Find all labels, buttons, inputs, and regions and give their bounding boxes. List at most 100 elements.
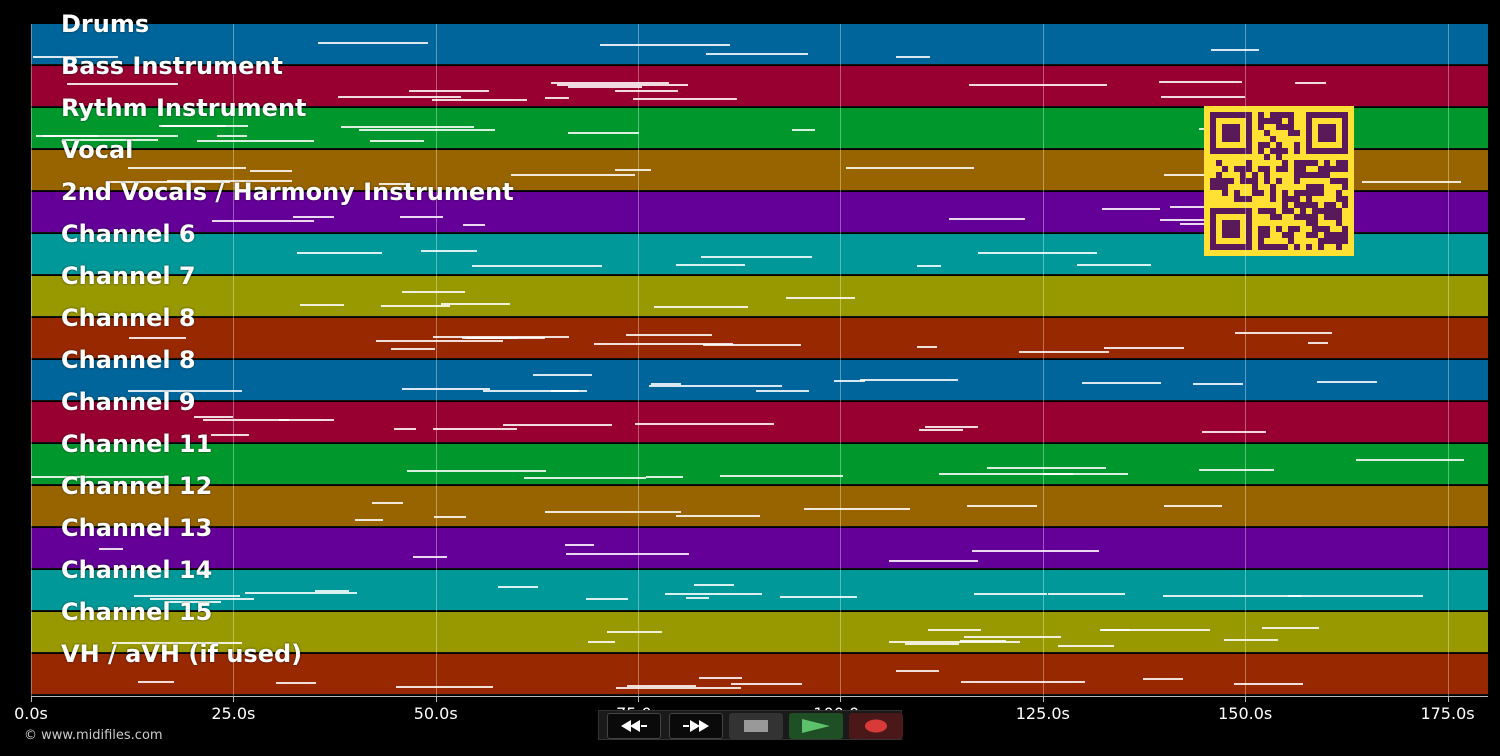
- midi-note: [106, 181, 230, 183]
- midi-note: [1199, 469, 1274, 471]
- track-lane[interactable]: [31, 66, 1488, 107]
- midi-note: [720, 475, 843, 477]
- midi-note: [279, 419, 334, 421]
- midi-note: [615, 90, 678, 92]
- midi-note: [150, 598, 254, 600]
- midi-note: [31, 476, 168, 478]
- midi-note: [1262, 627, 1319, 629]
- midi-note: [1102, 208, 1160, 210]
- midi-note: [665, 593, 762, 595]
- midi-note: [197, 140, 314, 142]
- midi-note: [318, 42, 428, 44]
- track-label: VH / aVH (if used): [61, 640, 303, 668]
- track-label: Rythm Instrument: [61, 94, 307, 122]
- midi-note: [129, 337, 186, 339]
- midi-note: [1234, 683, 1303, 685]
- track-label: Vocal: [61, 136, 134, 164]
- midi-note: [167, 180, 292, 182]
- tick-mark: [435, 696, 437, 702]
- midi-note: [616, 687, 741, 689]
- copyright-text: © www.midifiles.com: [24, 728, 163, 743]
- midi-note: [165, 601, 221, 603]
- midi-note: [1211, 49, 1259, 51]
- midi-note: [315, 590, 349, 592]
- track-lane[interactable]: [31, 24, 1488, 65]
- midi-note: [128, 167, 246, 169]
- midi-note: [533, 374, 592, 376]
- time-axis: [31, 696, 1488, 697]
- midi-note: [33, 56, 118, 58]
- grid-line: [1447, 24, 1449, 696]
- piano-roll-timeline[interactable]: [31, 24, 1488, 696]
- track-lane[interactable]: [31, 612, 1488, 653]
- midi-note: [967, 505, 1037, 507]
- midi-note: [194, 416, 233, 418]
- midi-note: [341, 126, 474, 128]
- midi-note: [250, 170, 292, 172]
- midi-note: [987, 467, 1106, 469]
- midi-note: [860, 379, 958, 381]
- track-lane[interactable]: [31, 528, 1488, 569]
- track-label: Channel 14: [61, 556, 213, 584]
- midi-note: [1235, 332, 1332, 334]
- midi-note: [649, 385, 782, 387]
- transport-controls: [598, 710, 903, 740]
- track-lane[interactable]: [31, 402, 1488, 443]
- midi-note: [407, 470, 546, 472]
- midi-note: [498, 586, 538, 588]
- midi-note: [846, 167, 974, 169]
- midi-note: [889, 560, 978, 562]
- stop-button[interactable]: [729, 713, 783, 739]
- track-lane[interactable]: [31, 360, 1488, 401]
- grid-line: [233, 24, 235, 696]
- midi-note: [889, 641, 1020, 643]
- midi-note: [607, 631, 662, 633]
- midi-note: [978, 252, 1097, 254]
- tick-mark: [1447, 696, 1449, 702]
- tick-mark: [840, 696, 842, 702]
- midi-note: [586, 598, 628, 600]
- midi-note: [297, 252, 382, 254]
- midi-note: [434, 516, 466, 518]
- play-icon: [802, 719, 830, 733]
- midi-note: [162, 125, 226, 127]
- tick-mark: [31, 696, 32, 702]
- midi-note: [1224, 639, 1278, 641]
- midi-note: [433, 336, 569, 338]
- record-button[interactable]: [849, 713, 903, 739]
- play-button[interactable]: [789, 713, 843, 739]
- track-label: Drums: [61, 10, 150, 38]
- fast-forward-button[interactable]: [669, 713, 723, 739]
- midi-note: [1082, 382, 1161, 384]
- midi-note: [566, 553, 689, 555]
- midi-note: [792, 129, 815, 131]
- tick-label: 50.0s: [413, 704, 458, 723]
- midi-note: [600, 44, 730, 46]
- track-lane[interactable]: [31, 318, 1488, 359]
- midi-note: [780, 596, 857, 598]
- grid-line: [31, 24, 32, 696]
- midi-note: [905, 643, 959, 645]
- stop-icon: [744, 720, 768, 732]
- midi-note: [557, 84, 688, 86]
- midi-note: [1163, 595, 1301, 597]
- track-lane[interactable]: [31, 444, 1488, 485]
- midi-note: [1104, 347, 1184, 349]
- midi-note: [381, 305, 450, 307]
- midi-note: [972, 550, 1099, 552]
- midi-note: [1048, 593, 1125, 595]
- midi-note: [676, 264, 745, 266]
- midi-note: [949, 218, 1025, 220]
- track-lane[interactable]: [31, 654, 1488, 695]
- track-lane[interactable]: [31, 486, 1488, 527]
- midi-note: [1164, 174, 1204, 176]
- midi-note: [646, 476, 683, 478]
- track-lane[interactable]: [31, 570, 1488, 611]
- midi-note: [355, 519, 383, 521]
- rewind-button[interactable]: [607, 713, 661, 739]
- midi-note: [626, 334, 712, 336]
- midi-note: [394, 428, 416, 430]
- midi-note: [703, 344, 801, 346]
- track-lane[interactable]: [31, 276, 1488, 317]
- midi-note: [686, 597, 709, 599]
